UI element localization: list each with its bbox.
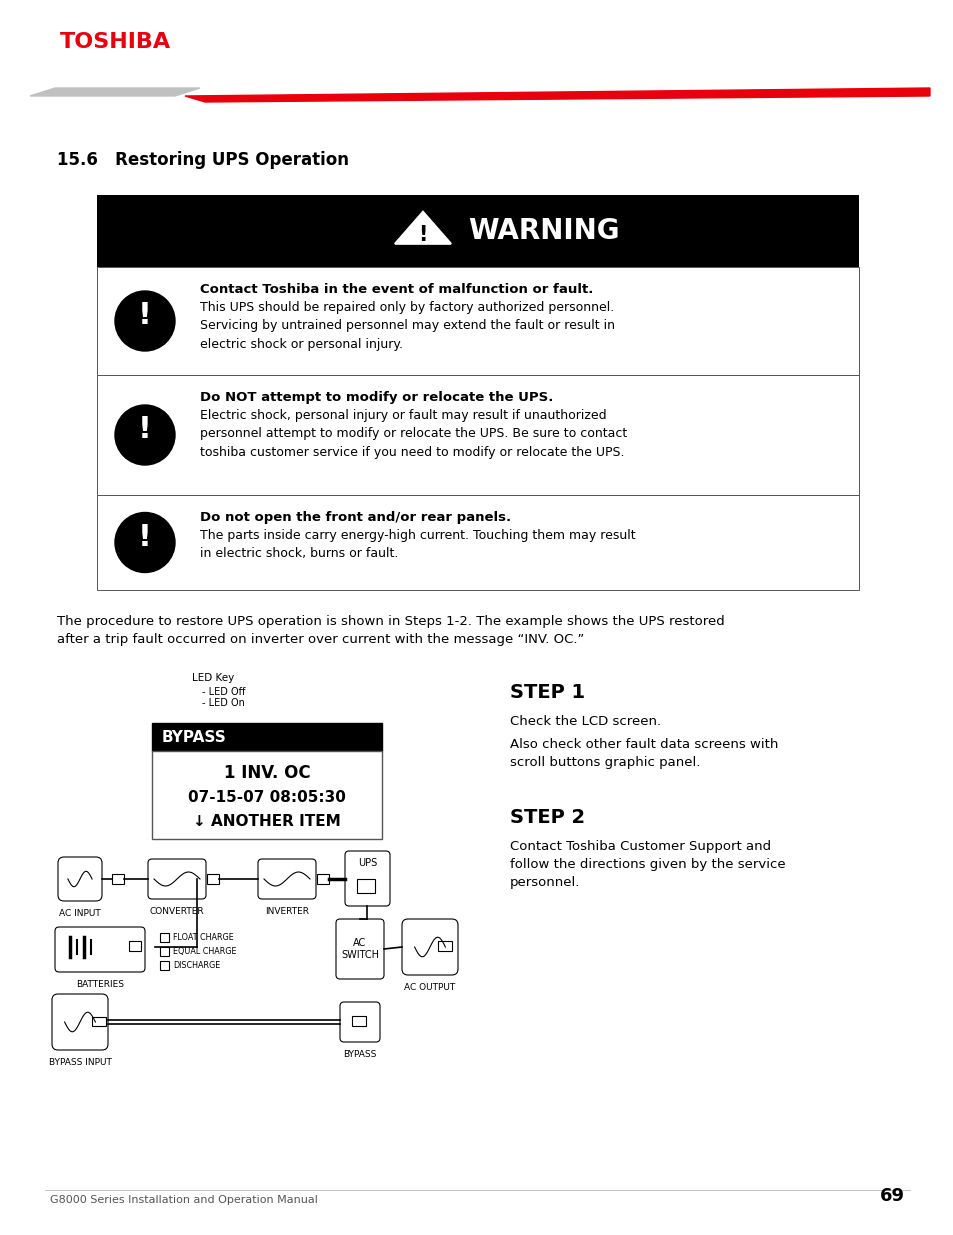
Text: BYPASS: BYPASS [343, 1050, 376, 1058]
Text: 07-15-07 08:05:30: 07-15-07 08:05:30 [188, 789, 346, 804]
Text: Do not open the front and/or rear panels.: Do not open the front and/or rear panels… [200, 511, 511, 524]
Bar [207, 874, 219, 884]
Text: FLOAT CHARGE: FLOAT CHARGE [172, 932, 233, 942]
Text: Check the LCD screen.: Check the LCD screen. [510, 715, 660, 727]
FancyBboxPatch shape [55, 927, 145, 972]
Text: Contact Toshiba in the event of malfunction or fault.: Contact Toshiba in the event of malfunct… [200, 283, 593, 296]
Text: Contact Toshiba Customer Support and
follow the directions given by the service
: Contact Toshiba Customer Support and fol… [510, 840, 785, 889]
Bar [97, 375, 858, 495]
Bar [97, 267, 858, 375]
Bar [316, 874, 329, 884]
Text: EQUAL CHARGE: EQUAL CHARGE [172, 947, 236, 956]
Text: AC
SWITCH: AC SWITCH [340, 937, 378, 960]
FancyBboxPatch shape [401, 919, 457, 974]
FancyBboxPatch shape [148, 860, 206, 899]
Text: !: ! [417, 225, 427, 245]
Text: !: ! [138, 301, 152, 331]
Bar [160, 947, 169, 956]
Text: 1 INV. OC: 1 INV. OC [223, 764, 310, 782]
FancyBboxPatch shape [345, 851, 390, 906]
Bar [91, 1016, 106, 1026]
Polygon shape [30, 88, 200, 96]
Circle shape [115, 513, 174, 573]
Text: INVERTER: INVERTER [265, 906, 309, 916]
Text: Electric shock, personal injury or fault may result if unauthorized
personnel at: Electric shock, personal injury or fault… [200, 409, 626, 459]
Text: STEP 1: STEP 1 [510, 683, 584, 701]
Text: This UPS should be repaired only by factory authorized personnel.
Servicing by u: This UPS should be repaired only by fact… [200, 301, 615, 351]
Text: - LED On: - LED On [202, 698, 245, 708]
Text: AC OUTPUT: AC OUTPUT [404, 983, 456, 992]
Text: BYPASS: BYPASS [162, 730, 227, 745]
FancyBboxPatch shape [335, 919, 384, 979]
Text: The parts inside carry energy-high current. Touching them may result
in electric: The parts inside carry energy-high curre… [200, 529, 635, 561]
Bar [352, 1016, 366, 1026]
Text: Do NOT attempt to modify or relocate the UPS.: Do NOT attempt to modify or relocate the… [200, 391, 553, 404]
Text: 15.6   Restoring UPS Operation: 15.6 Restoring UPS Operation [57, 151, 349, 169]
Text: Also check other fault data screens with
scroll buttons graphic panel.: Also check other fault data screens with… [510, 739, 778, 769]
Bar [129, 941, 141, 951]
FancyBboxPatch shape [257, 860, 315, 899]
Bar [97, 495, 858, 590]
Circle shape [115, 291, 174, 351]
Bar [160, 932, 169, 942]
FancyBboxPatch shape [58, 857, 102, 902]
FancyBboxPatch shape [339, 1002, 379, 1042]
FancyBboxPatch shape [52, 994, 108, 1050]
Text: BATTERIES: BATTERIES [76, 981, 124, 989]
Bar [112, 874, 124, 884]
Text: DISCHARGE: DISCHARGE [172, 961, 220, 969]
Text: !: ! [138, 415, 152, 445]
Text: WARNING: WARNING [468, 217, 618, 245]
Text: ↓ ANOTHER ITEM: ↓ ANOTHER ITEM [193, 814, 340, 829]
Text: UPS: UPS [357, 858, 376, 868]
Polygon shape [395, 211, 451, 243]
Bar [152, 751, 381, 839]
Text: CONVERTER: CONVERTER [150, 906, 204, 916]
Text: AC INPUT: AC INPUT [59, 909, 101, 918]
Text: BYPASS INPUT: BYPASS INPUT [49, 1058, 112, 1067]
Text: LED Key: LED Key [192, 673, 234, 683]
Bar [152, 722, 381, 751]
Text: - LED Off: - LED Off [202, 687, 245, 697]
Bar [97, 195, 858, 267]
Circle shape [115, 405, 174, 466]
Bar [160, 961, 169, 969]
Text: STEP 2: STEP 2 [510, 808, 584, 827]
Bar [437, 941, 452, 951]
Polygon shape [185, 88, 929, 103]
Bar [356, 879, 375, 893]
Text: !: ! [138, 522, 152, 552]
Text: TOSHIBA: TOSHIBA [60, 32, 171, 52]
Text: 69: 69 [879, 1187, 904, 1205]
Text: G8000 Series Installation and Operation Manual: G8000 Series Installation and Operation … [50, 1195, 317, 1205]
Text: The procedure to restore UPS operation is shown in Steps 1-2. The example shows : The procedure to restore UPS operation i… [57, 615, 724, 646]
